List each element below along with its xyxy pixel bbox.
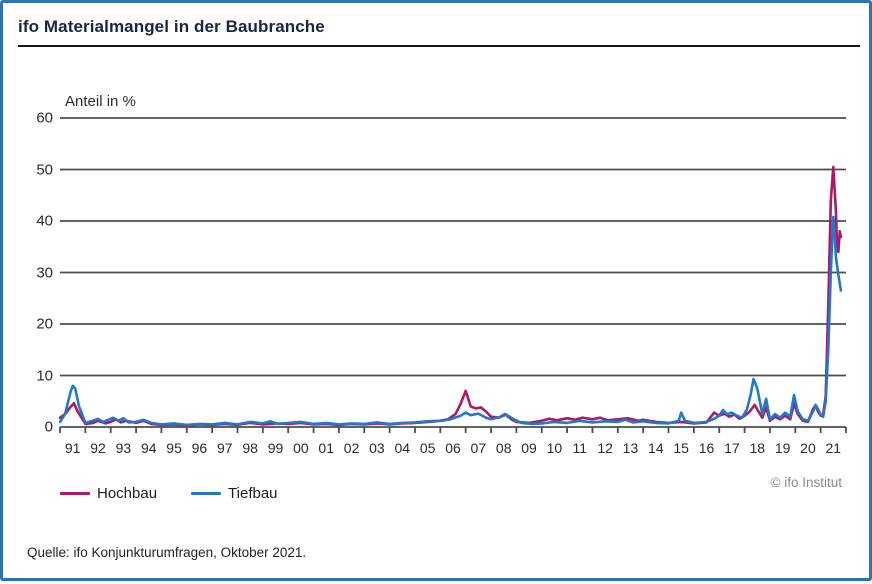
x-tick-label: 08: [495, 440, 512, 456]
x-tick-label: 00: [293, 440, 309, 456]
source-note: Quelle: ifo Konjunkturumfragen, Oktober …: [27, 545, 307, 560]
title-divider: [18, 45, 860, 47]
x-tick-label: 16: [698, 440, 715, 456]
x-tick-label: 15: [673, 440, 689, 456]
y-tick-label: 40: [36, 212, 53, 230]
y-tick-label: 30: [36, 264, 53, 281]
x-tick-label: 96: [191, 440, 208, 456]
x-tick-label: 91: [64, 440, 81, 456]
x-tick-label: 09: [521, 440, 537, 456]
y-tick-label: 20: [36, 315, 53, 333]
x-tick-label: 11: [572, 440, 588, 456]
x-tick-label: 04: [394, 440, 411, 456]
hochbau-line-swatch: [60, 492, 90, 495]
tiefbau-line-swatch: [191, 492, 222, 495]
x-tick-label: 06: [445, 440, 461, 456]
legend-label-hochbau: Hochbau: [97, 485, 158, 502]
x-tick-label: 02: [343, 440, 360, 456]
y-tick-label: 60: [36, 109, 53, 127]
x-tick-label: 99: [267, 440, 284, 456]
x-tick-label: 05: [419, 440, 436, 456]
y-tick-label: 10: [36, 367, 53, 384]
x-tick-label: 97: [217, 440, 233, 456]
x-tick-label: 14: [648, 440, 664, 456]
legend-item-tiefbau: Tiefbau: [191, 485, 278, 502]
x-tick-label: 10: [546, 440, 563, 456]
x-tick-label: 95: [166, 440, 182, 456]
x-tick-label: 13: [622, 440, 639, 456]
x-tick-label: 93: [115, 440, 132, 456]
x-tick-label: 12: [597, 440, 613, 456]
y-tick-label: 50: [36, 161, 53, 178]
x-tick-label: 19: [774, 440, 791, 456]
chart-title: ifo Materialmangel in der Baubranche: [18, 17, 325, 36]
legend-label-tiefbau: Tiefbau: [228, 485, 278, 502]
x-tick-label: 18: [749, 440, 766, 456]
x-tick-label: 17: [724, 440, 740, 456]
x-tick-label: 07: [470, 440, 487, 456]
y-tick-label: 0: [44, 418, 53, 436]
x-tick-label: 01: [318, 440, 334, 456]
x-tick-label: 98: [242, 440, 258, 456]
x-tick-label: 21: [825, 440, 842, 456]
x-tick-label: 20: [800, 440, 816, 456]
x-tick-label: 03: [369, 440, 385, 456]
chart-legend: Hochbau Tiefbau: [60, 485, 278, 502]
hochbau-line: [58, 165, 843, 427]
line-chart: [58, 117, 847, 433]
x-tick-label: 94: [140, 440, 157, 456]
copyright-note: © ifo Institut: [770, 475, 842, 490]
tiefbau-line: [58, 215, 843, 427]
y-axis-label: Anteil in %: [65, 93, 136, 110]
legend-item-hochbau: Hochbau: [60, 485, 157, 502]
x-tick-label: 92: [90, 440, 106, 456]
